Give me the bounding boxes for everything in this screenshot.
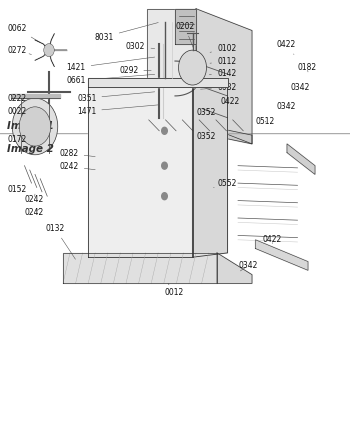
Text: 0422: 0422 bbox=[220, 97, 240, 106]
Polygon shape bbox=[63, 253, 217, 283]
Text: 0342: 0342 bbox=[238, 262, 257, 271]
Polygon shape bbox=[287, 144, 315, 174]
Polygon shape bbox=[35, 40, 49, 50]
Text: 0352: 0352 bbox=[196, 108, 215, 116]
Polygon shape bbox=[217, 253, 252, 283]
Text: 0342: 0342 bbox=[276, 102, 296, 111]
Text: 0132: 0132 bbox=[46, 224, 76, 259]
Polygon shape bbox=[49, 34, 54, 50]
Polygon shape bbox=[147, 9, 196, 122]
Text: 0082: 0082 bbox=[201, 83, 236, 92]
Text: 0062: 0062 bbox=[7, 24, 40, 42]
Polygon shape bbox=[175, 9, 196, 44]
Polygon shape bbox=[193, 78, 228, 257]
Text: 0012: 0012 bbox=[164, 283, 184, 296]
Text: 0242: 0242 bbox=[25, 194, 44, 204]
Circle shape bbox=[12, 98, 58, 155]
Circle shape bbox=[178, 50, 206, 85]
Text: 8031: 8031 bbox=[94, 23, 158, 41]
Polygon shape bbox=[196, 9, 252, 144]
Text: 1421: 1421 bbox=[66, 57, 155, 72]
Polygon shape bbox=[10, 94, 60, 98]
Text: 0172: 0172 bbox=[7, 135, 26, 144]
Polygon shape bbox=[88, 87, 192, 257]
Text: 0222: 0222 bbox=[7, 94, 26, 102]
Text: 0422: 0422 bbox=[262, 235, 282, 244]
Text: 0182: 0182 bbox=[298, 63, 317, 72]
Text: 0292: 0292 bbox=[119, 66, 151, 75]
Circle shape bbox=[19, 107, 51, 146]
Polygon shape bbox=[88, 78, 228, 87]
Text: 0512: 0512 bbox=[256, 117, 275, 126]
Text: 0351: 0351 bbox=[77, 92, 155, 102]
Text: 0112: 0112 bbox=[210, 57, 236, 65]
Circle shape bbox=[162, 193, 167, 200]
Polygon shape bbox=[256, 240, 308, 270]
Text: 0422: 0422 bbox=[276, 40, 296, 54]
Circle shape bbox=[162, 127, 167, 134]
Polygon shape bbox=[147, 113, 252, 144]
Polygon shape bbox=[49, 50, 54, 67]
Text: 1471: 1471 bbox=[77, 105, 158, 116]
Text: 0661: 0661 bbox=[66, 75, 155, 85]
Text: 0242: 0242 bbox=[60, 162, 95, 171]
Circle shape bbox=[44, 44, 54, 57]
Text: Image 1: Image 1 bbox=[7, 121, 54, 131]
Text: 0552: 0552 bbox=[214, 180, 236, 188]
Text: 0102: 0102 bbox=[210, 44, 236, 53]
Text: 0242: 0242 bbox=[25, 208, 44, 217]
Text: 0352: 0352 bbox=[196, 132, 215, 140]
Text: 0302: 0302 bbox=[126, 42, 155, 51]
Text: 0022: 0022 bbox=[7, 107, 26, 116]
Circle shape bbox=[162, 162, 167, 169]
Text: 0202: 0202 bbox=[175, 22, 194, 48]
Text: 0142: 0142 bbox=[209, 69, 236, 78]
Text: Image 2: Image 2 bbox=[7, 144, 54, 154]
Text: 0282: 0282 bbox=[60, 149, 95, 158]
Text: 0152: 0152 bbox=[7, 185, 26, 194]
Text: 0342: 0342 bbox=[290, 83, 310, 92]
Polygon shape bbox=[35, 50, 49, 61]
Text: 0272: 0272 bbox=[7, 46, 31, 54]
